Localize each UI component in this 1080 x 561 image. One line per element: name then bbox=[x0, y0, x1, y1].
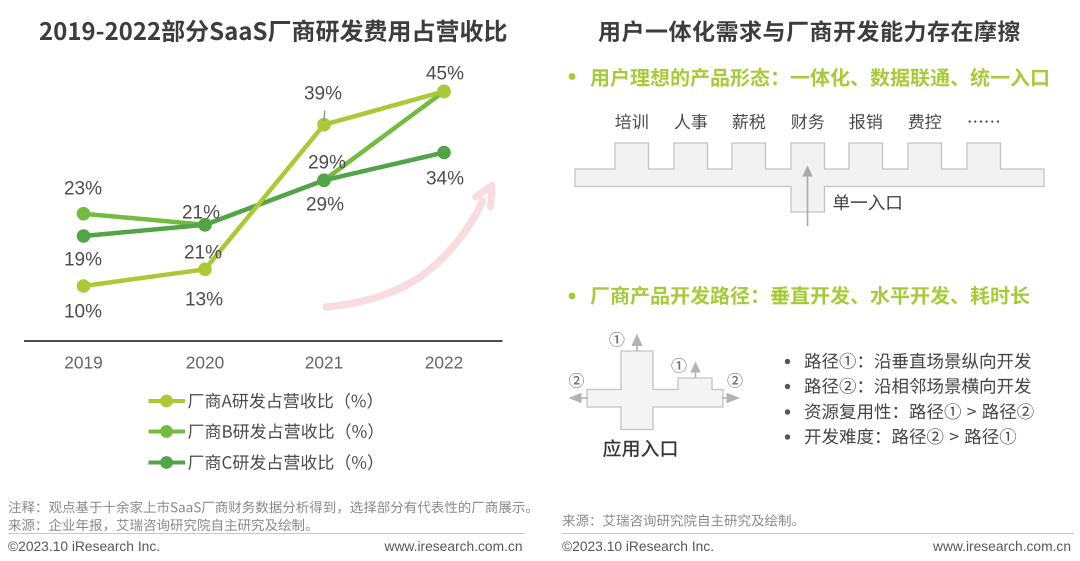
svg-text:19%: 19% bbox=[64, 250, 102, 271]
svg-text:45%: 45% bbox=[426, 64, 464, 85]
svg-text:39%: 39% bbox=[304, 84, 342, 105]
svg-text:www.iresearch.com.cn: www.iresearch.com.cn bbox=[383, 539, 522, 554]
svg-text:©2023.10 iResearch Inc.: ©2023.10 iResearch Inc. bbox=[8, 539, 160, 554]
svg-text:2021: 2021 bbox=[305, 353, 343, 373]
svg-text:21%: 21% bbox=[182, 203, 220, 224]
svg-text:www.iresearch.com.cn: www.iresearch.com.cn bbox=[932, 539, 1071, 554]
svg-text:13%: 13% bbox=[185, 290, 223, 311]
svg-text:10%: 10% bbox=[64, 302, 102, 323]
svg-text:2022: 2022 bbox=[425, 353, 463, 373]
svg-text:2020: 2020 bbox=[186, 353, 224, 373]
svg-text:2019: 2019 bbox=[64, 353, 102, 373]
svg-text:21%: 21% bbox=[184, 243, 222, 264]
svg-text:29%: 29% bbox=[308, 153, 346, 174]
svg-text:23%: 23% bbox=[64, 179, 102, 200]
svg-text:©2023.10 iResearch Inc.: ©2023.10 iResearch Inc. bbox=[562, 539, 714, 554]
svg-text:29%: 29% bbox=[306, 195, 344, 216]
svg-text:34%: 34% bbox=[426, 169, 464, 190]
